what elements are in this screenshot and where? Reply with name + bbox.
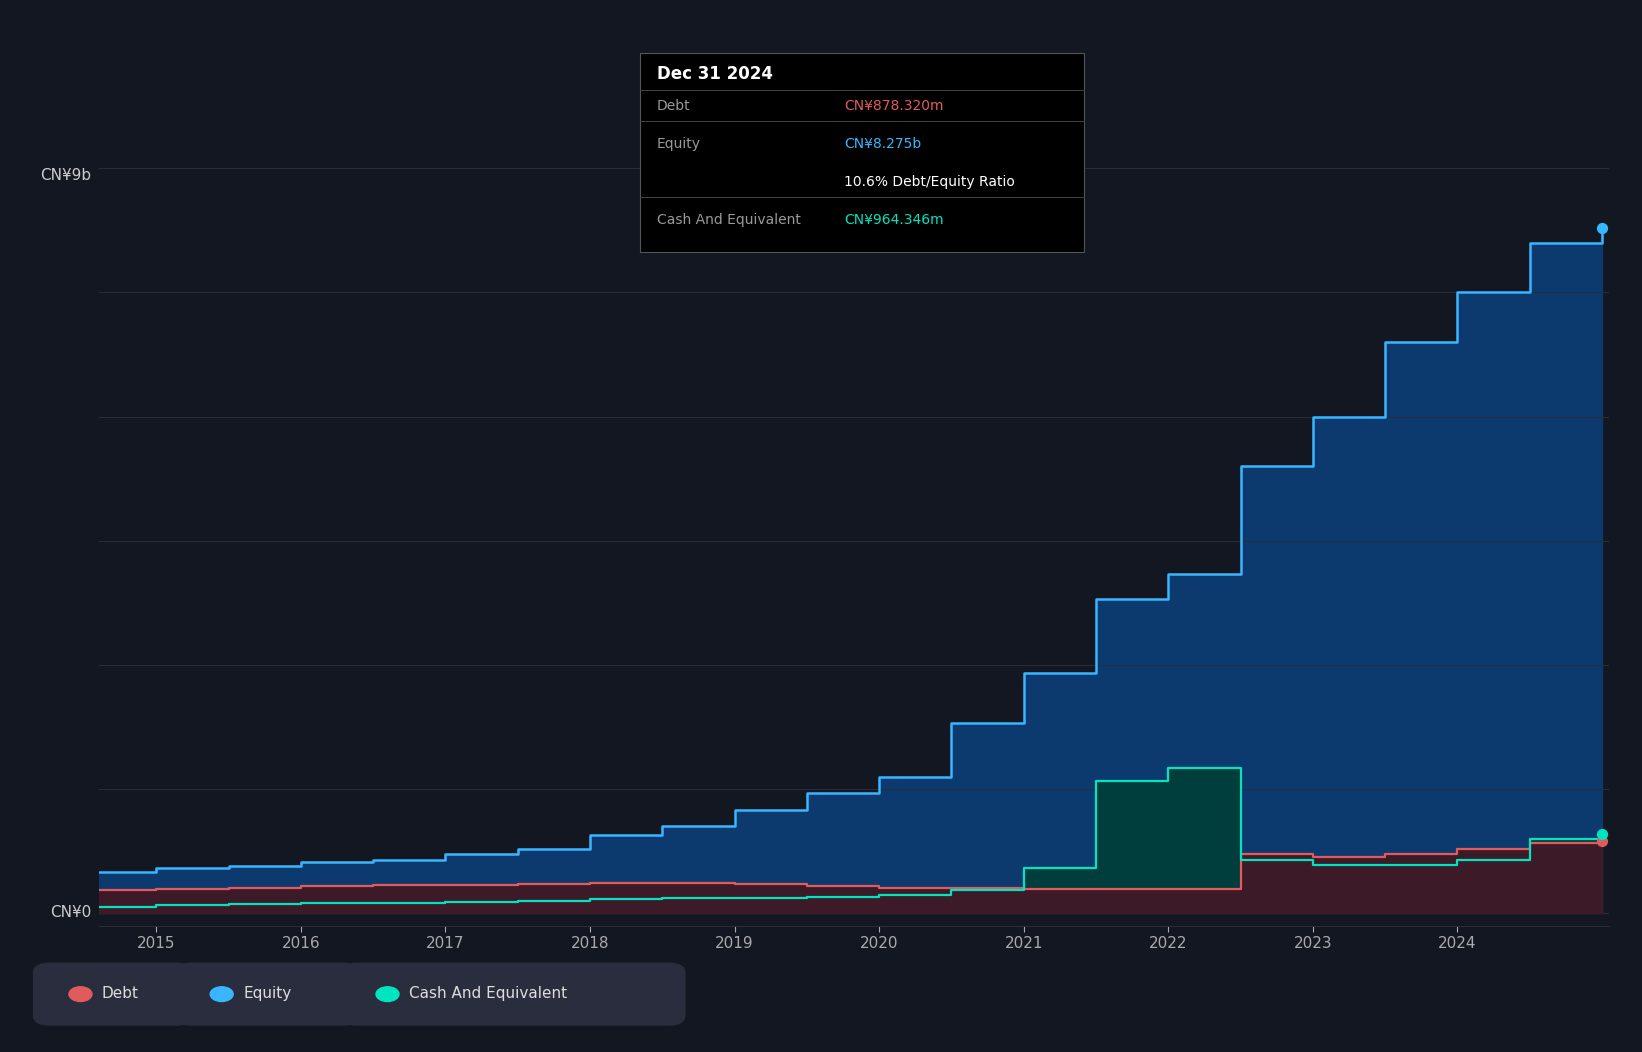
- Text: CN¥0: CN¥0: [49, 905, 90, 919]
- Text: Dec 31 2024: Dec 31 2024: [657, 65, 773, 83]
- Text: CN¥964.346m: CN¥964.346m: [844, 214, 944, 227]
- Text: Debt: Debt: [102, 987, 140, 1002]
- Text: 10.6% Debt/Equity Ratio: 10.6% Debt/Equity Ratio: [844, 176, 1015, 189]
- Point: [1589, 220, 1616, 237]
- Text: Equity: Equity: [657, 138, 701, 151]
- Point: [1589, 825, 1616, 842]
- Text: CN¥878.320m: CN¥878.320m: [844, 100, 944, 114]
- Text: Cash And Equivalent: Cash And Equivalent: [657, 214, 801, 227]
- Text: Cash And Equivalent: Cash And Equivalent: [409, 987, 566, 1002]
- Text: Debt: Debt: [657, 100, 690, 114]
- Text: CN¥8.275b: CN¥8.275b: [844, 138, 921, 151]
- Text: CN¥9b: CN¥9b: [39, 168, 90, 183]
- Point: [1589, 832, 1616, 849]
- Text: Equity: Equity: [243, 987, 291, 1002]
